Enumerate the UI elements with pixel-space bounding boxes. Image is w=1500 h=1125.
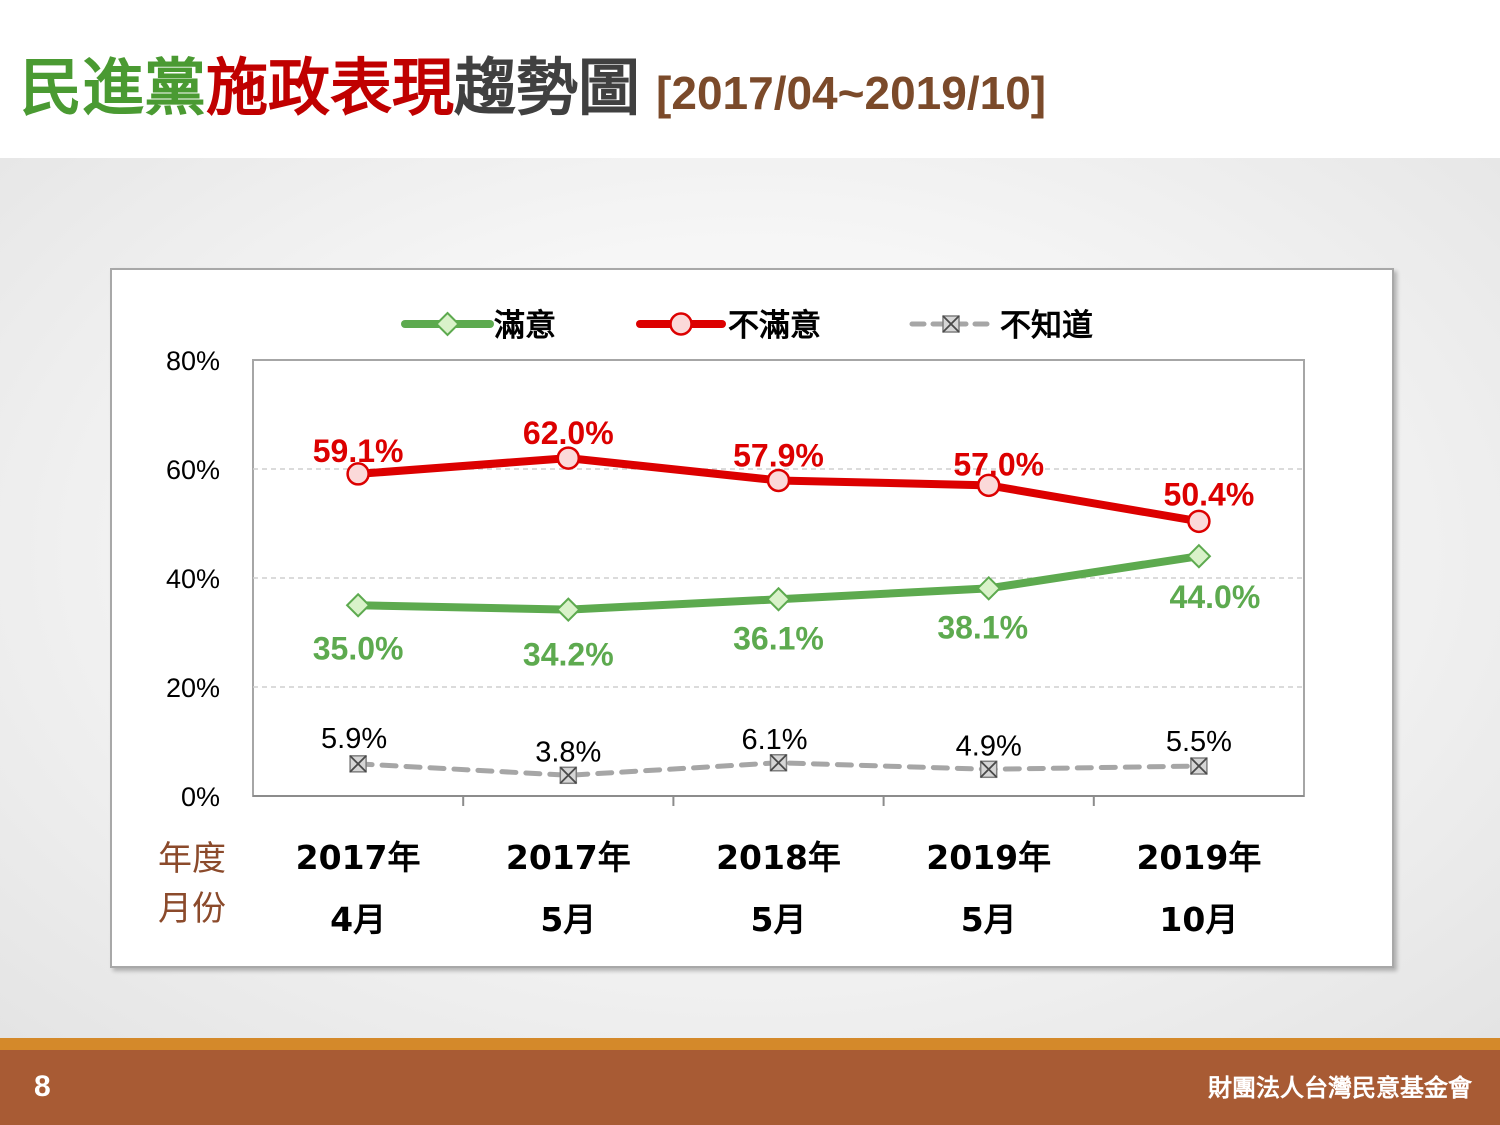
series-marker-1 — [556, 446, 581, 470]
series-marker-0 — [555, 597, 581, 623]
data-label: 5.9% — [321, 723, 387, 755]
data-label: 62.0% — [523, 415, 614, 451]
series-marker-1 — [976, 473, 1001, 498]
chart-frame — [110, 268, 1394, 968]
series-marker-1 — [1187, 509, 1211, 534]
series-marker-0 — [1186, 543, 1212, 569]
page-number: 8 — [34, 1070, 51, 1103]
data-label: 4.9% — [956, 730, 1022, 762]
x-tick-label: 10月 — [1159, 900, 1238, 939]
series-marker-2 — [769, 754, 788, 772]
legend-label: 不滿意 — [728, 308, 821, 344]
legend-label: 滿意 — [494, 308, 556, 344]
y-tick-label: 60% — [166, 455, 220, 485]
series-marker-2-x2 — [980, 760, 998, 778]
trend-chart: 0% 20% 40% 60% 80% 2017年 4月 2017年 5月 2018年 5月 2019年… — [158, 308, 1305, 939]
data-label: 35.0% — [313, 630, 404, 666]
series-marker-2-x2 — [349, 755, 367, 773]
footer-stripe — [0, 1038, 1500, 1050]
x-tick-label: 5月 — [751, 900, 807, 939]
series-marker-0 — [976, 575, 1002, 601]
footer-bar — [0, 1050, 1500, 1125]
slide-title: 民進黨施政表現趨勢圖 [2017/04~2019/10] — [20, 48, 1046, 133]
data-label: 57.9% — [733, 437, 824, 473]
legend-marker — [942, 315, 960, 333]
x-tick-label: 5月 — [540, 900, 596, 939]
data-label: 44.0% — [1170, 579, 1261, 615]
series-marker-0 — [345, 592, 371, 618]
y-tick-label: 0% — [181, 782, 220, 812]
y-tick-label: 40% — [166, 564, 220, 594]
x-tick-label: 2017年 — [506, 838, 631, 877]
x-tick-label: 4月 — [330, 900, 386, 939]
title-performance: 施政表現 — [206, 51, 455, 124]
title-date-range: [2017/04~2019/10] — [656, 67, 1047, 119]
data-label: 5.5% — [1166, 726, 1232, 758]
series-marker-1 — [346, 462, 370, 486]
x-tick-label: 2017年 — [296, 838, 421, 877]
legend-label: 不知道 — [1000, 308, 1093, 344]
title-trend: 趨勢圖 — [454, 51, 641, 124]
data-label: 6.1% — [741, 724, 807, 756]
x-axis-title: 月份 — [158, 889, 226, 929]
data-label: 34.2% — [523, 637, 614, 673]
series-marker-2 — [349, 755, 367, 773]
series-marker-2 — [979, 760, 998, 779]
x-axis-title: 年度 — [158, 839, 226, 879]
data-label: 57.0% — [953, 446, 1044, 482]
series-marker-1 — [766, 468, 791, 493]
data-label: 59.1% — [313, 433, 404, 469]
title-party: 民進黨 — [20, 51, 207, 124]
legend-marker-x2 — [942, 315, 960, 333]
data-label: 3.8% — [535, 736, 601, 768]
series-marker-2-x2 — [769, 754, 788, 772]
data-label: 36.1% — [733, 620, 824, 656]
slide-header: 民進黨施政表現趨勢圖 [2017/04~2019/10] — [0, 0, 1500, 158]
y-tick-label: 80% — [166, 346, 220, 376]
series-marker-0 — [766, 586, 791, 612]
x-tick-label: 2018年 — [716, 838, 841, 877]
x-tick-label: 5月 — [961, 900, 1017, 939]
data-label: 50.4% — [1164, 476, 1255, 512]
series-marker-2 — [559, 766, 578, 785]
series-marker-2 — [1190, 757, 1208, 775]
organization-name: 財團法人台灣民意基金會 — [1208, 1074, 1472, 1102]
x-tick-label: 2019年 — [1136, 838, 1261, 877]
series-marker-2-x2 — [559, 766, 577, 784]
data-label: 38.1% — [937, 609, 1028, 645]
x-tick-label: 2019年 — [926, 838, 1051, 877]
series-marker-2-x2 — [1190, 757, 1208, 775]
y-tick-label: 20% — [166, 673, 220, 703]
legend-marker — [669, 312, 693, 336]
legend-marker — [435, 311, 460, 337]
